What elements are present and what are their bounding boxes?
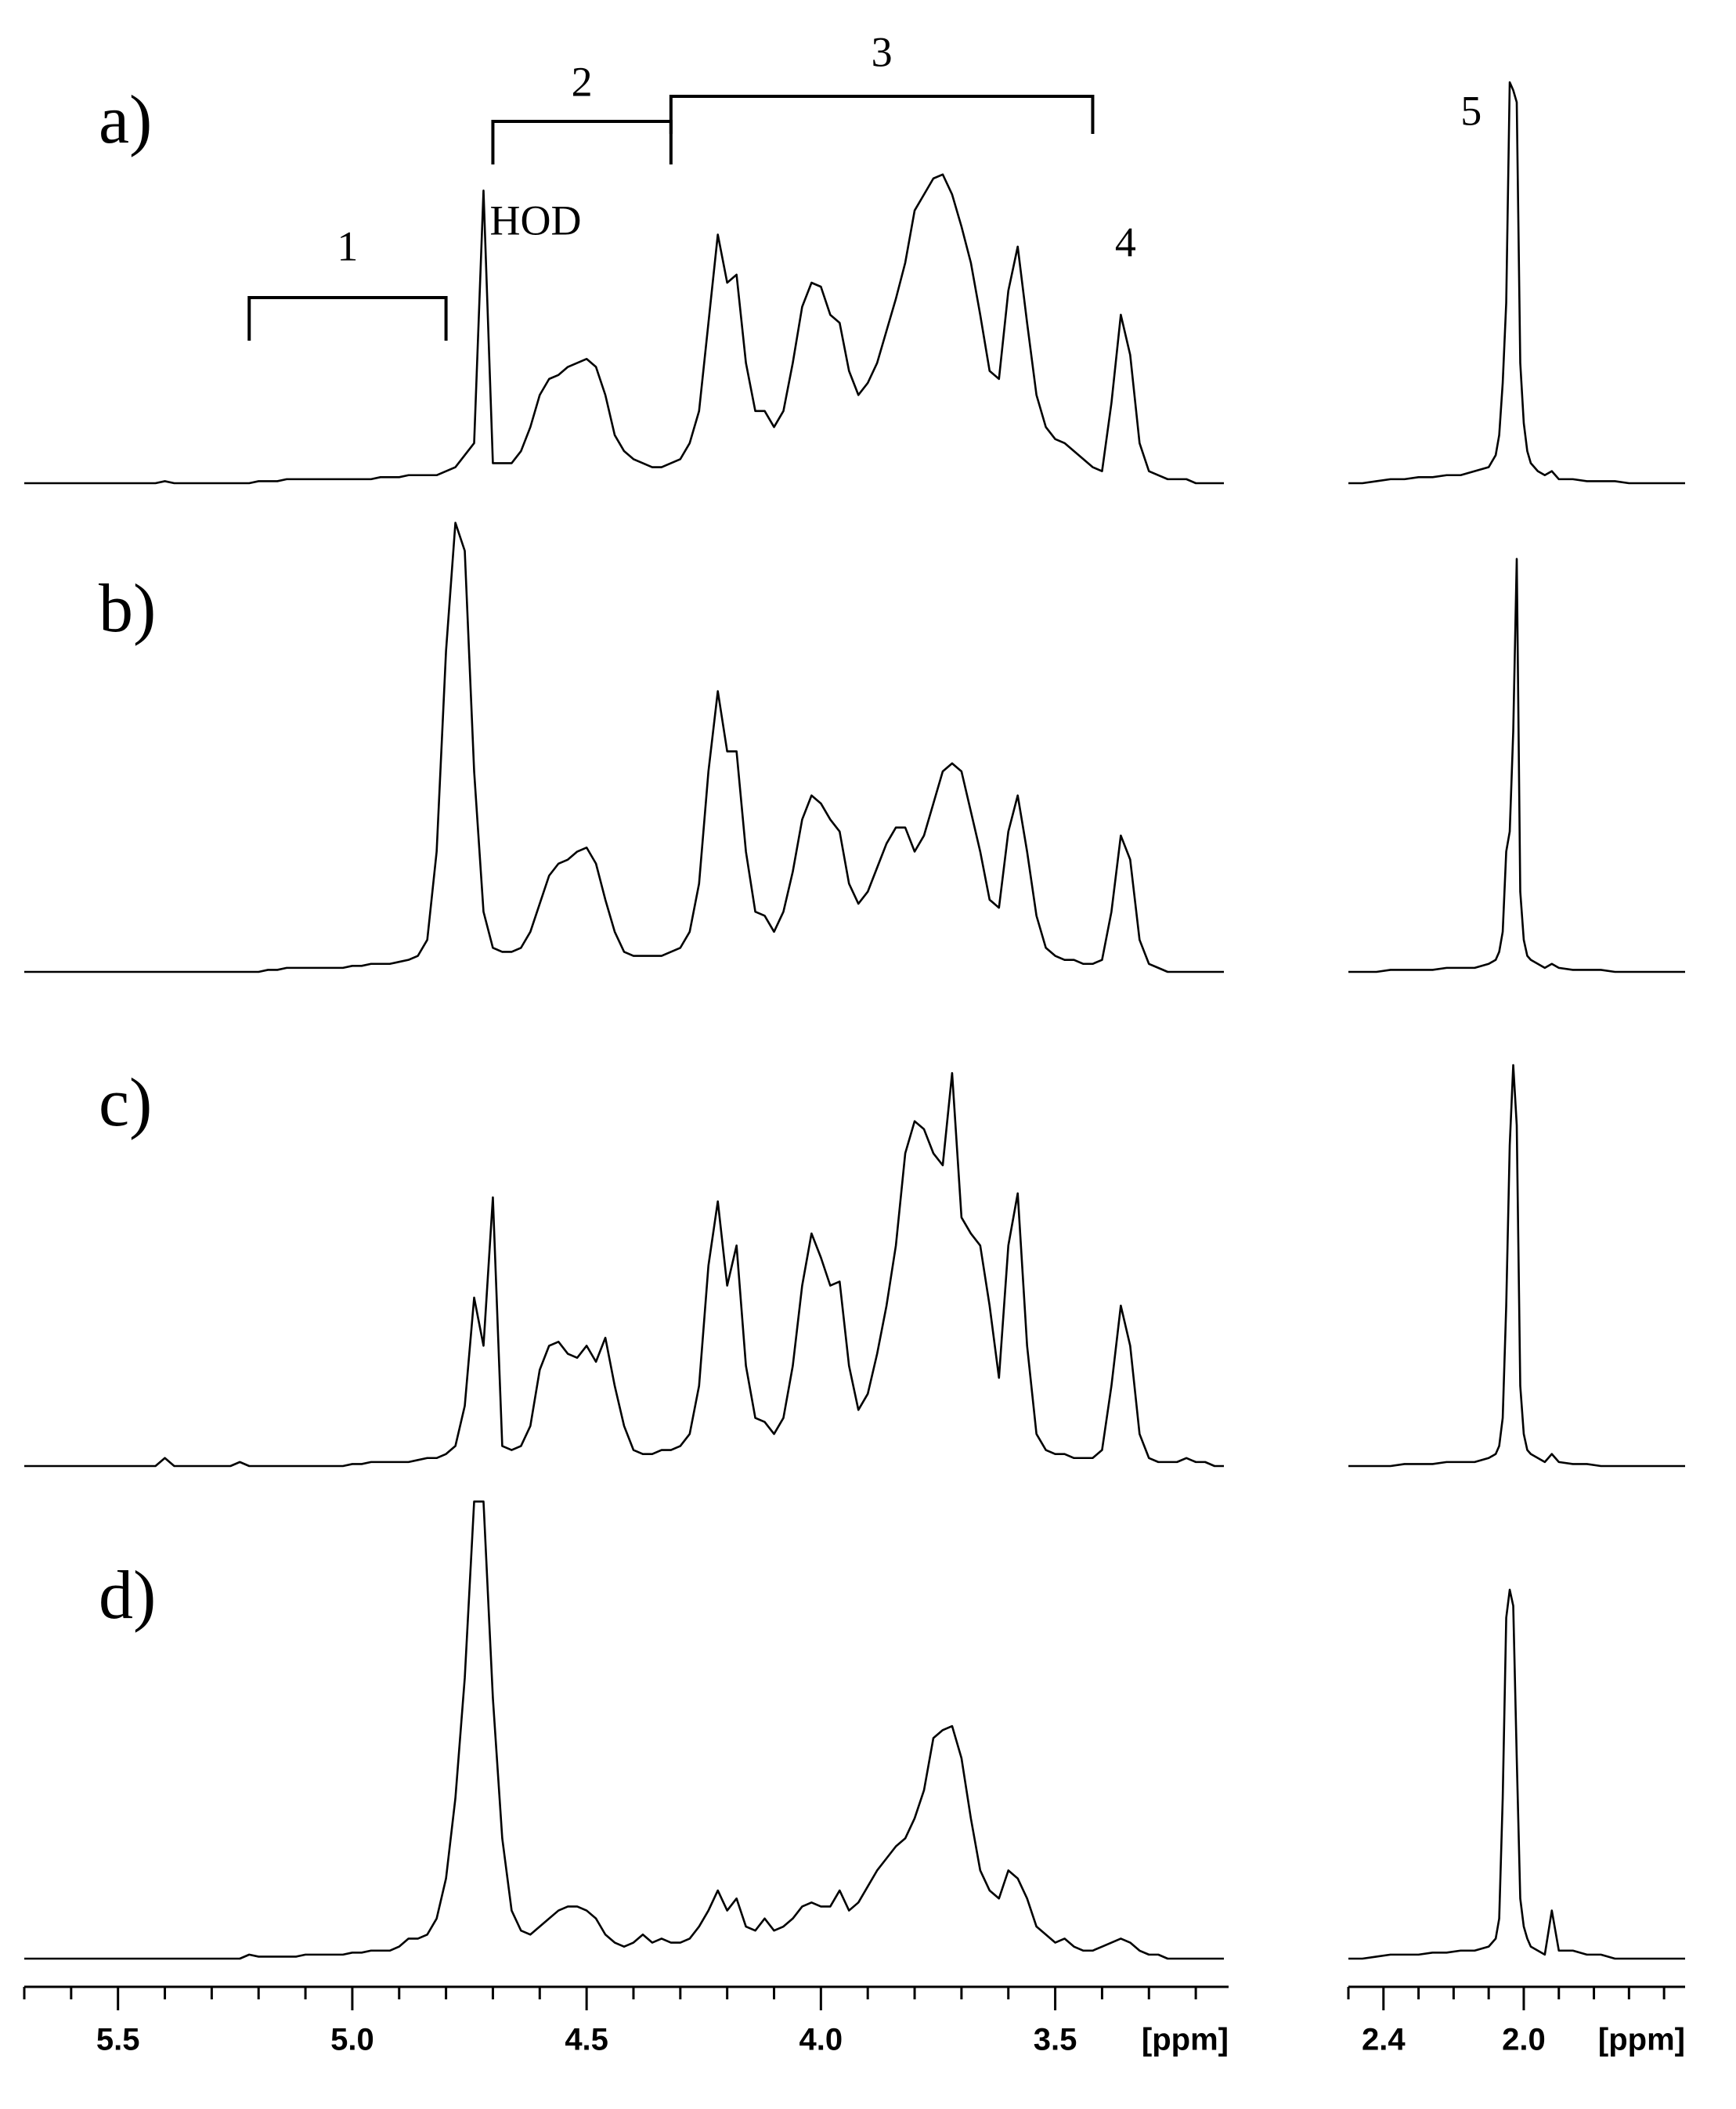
x-tick-label: 5.5 — [96, 2023, 140, 2057]
spectrum — [1348, 558, 1685, 973]
annotation: 1 — [337, 222, 358, 269]
spectrum — [1348, 81, 1685, 485]
x-tick-label: 2.4 — [1362, 2023, 1406, 2057]
panel-label: b) — [99, 571, 156, 647]
x-tick-label: 3.5 — [1034, 2023, 1077, 2057]
x-tick-label: 4.5 — [565, 2023, 608, 2057]
x-tick-label: 4.0 — [799, 2023, 843, 2057]
spectrum — [24, 522, 1225, 973]
annotation: 3 — [872, 28, 893, 75]
spectrum — [24, 173, 1225, 485]
annotation: 2 — [572, 58, 593, 105]
annotation: 5 — [1460, 87, 1482, 134]
bracket — [669, 95, 1095, 134]
panel-label: a) — [99, 82, 152, 158]
x-axis-label: [ppm] — [1598, 2023, 1685, 2057]
x-tick-label: 2.0 — [1502, 2023, 1546, 2057]
bracket — [491, 120, 673, 164]
panel-label: c) — [99, 1065, 152, 1141]
panel-label: d) — [99, 1558, 156, 1634]
spectrum — [1348, 1064, 1685, 1468]
spectrum — [24, 1071, 1225, 1468]
annotation: 4 — [1115, 218, 1136, 265]
spectrum — [24, 1500, 1225, 1960]
bracket — [247, 296, 448, 341]
spectrum — [1348, 1588, 1685, 1960]
x-axis-label: [ppm] — [1142, 2023, 1229, 2057]
x-tick-label: 5.0 — [330, 2023, 374, 2057]
annotation: HOD — [489, 197, 581, 244]
